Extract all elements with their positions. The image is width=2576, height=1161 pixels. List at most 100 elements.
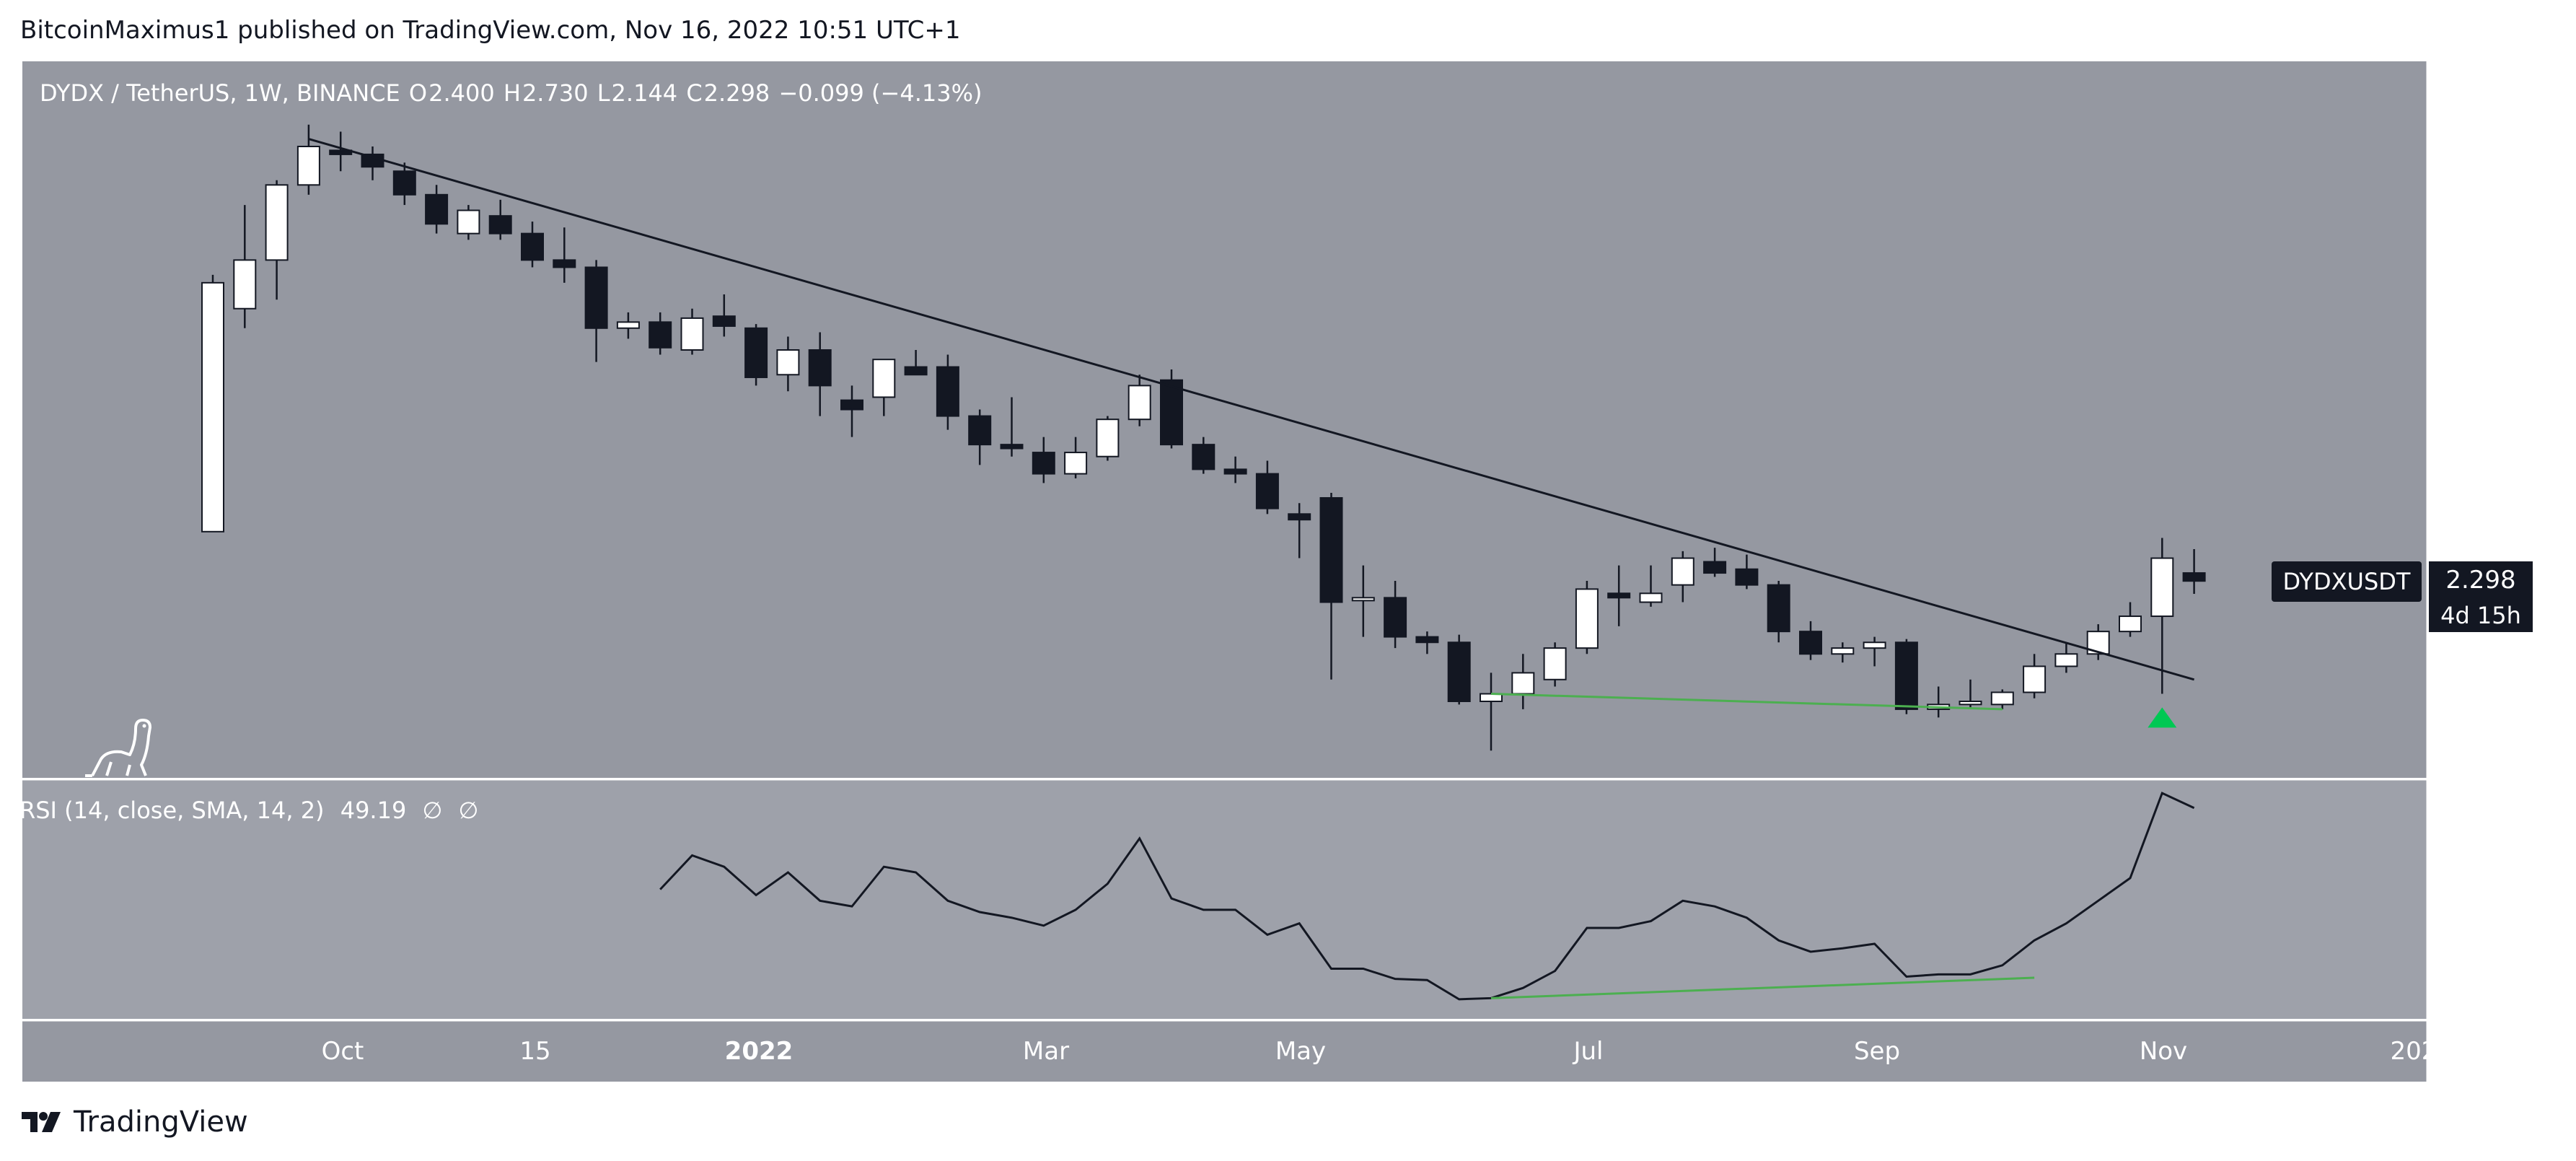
candle-bear (1735, 568, 1759, 586)
candle-bull (2150, 557, 2174, 618)
candle-bear (1703, 561, 1727, 574)
candle-bull (1511, 672, 1535, 695)
candle-bear (808, 349, 832, 387)
rsi-divergence-line (1490, 976, 2035, 999)
price-axis-unit: USDT (2449, 75, 2517, 104)
time-tick-label: Jul (1572, 1037, 1603, 1066)
candle-bear (840, 399, 863, 411)
candle-bull (2023, 665, 2047, 693)
candle-bull (233, 259, 257, 310)
candle-bull (2119, 615, 2142, 633)
time-tick-label: May (1275, 1037, 1326, 1066)
price-tick-label: 4.500 (2449, 443, 2519, 472)
candle-bull (265, 184, 289, 261)
candle-bull (1990, 691, 2014, 706)
candle-bull (680, 317, 704, 351)
tradingview-logo-icon (22, 1112, 61, 1132)
rsi-line (659, 792, 2195, 1001)
time-tick-label: 202 (2391, 1037, 2437, 1066)
legend-change: −0.099 (−4.13%) (778, 79, 983, 107)
candle-bull (1863, 641, 1886, 649)
bar-countdown: 4d 15h (2429, 599, 2533, 632)
legend-open-label: O (408, 79, 428, 107)
candle-bear (425, 193, 449, 225)
time-tick-label: 2022 (725, 1037, 794, 1066)
candle-bear (488, 215, 512, 235)
candle-bear (1607, 592, 1631, 599)
annotations-layer (308, 138, 2195, 728)
candle-bear (712, 315, 736, 327)
legend-low: 2.144 (611, 79, 678, 107)
candle-bear (904, 366, 928, 376)
candle-bear (1384, 597, 1407, 638)
candle-bull (1831, 647, 1855, 655)
price-axis[interactable]: 24.000 16.500 10.500 6.500 4.500 3.000 1.200 (2449, 133, 2535, 717)
candle-bear (649, 321, 672, 349)
rsi-na-2: ∅ (458, 797, 479, 824)
candle-bear (2182, 572, 2206, 582)
candle-bear (1447, 641, 1471, 703)
candle-bear (1192, 444, 1216, 470)
candle-bear (1415, 636, 1439, 644)
candle-bull (872, 359, 896, 398)
candle-bear (521, 232, 544, 261)
last-price-symbol: DYDXUSDT (2272, 561, 2422, 602)
price-divergence-line (1490, 693, 2003, 711)
candle-bear (553, 259, 576, 268)
rsi-tick-label: 50.00 (2449, 785, 2519, 814)
breakout-arrow-icon (2148, 707, 2177, 728)
price-pane-bg (22, 61, 2427, 778)
rsi-label[interactable]: RSI (14, close, SMA, 14, 2) (19, 797, 325, 824)
price-tick-label: 6.500 (2449, 374, 2519, 403)
candle-bull (1959, 701, 1982, 706)
candle-bear (968, 415, 992, 446)
candle-bull (776, 349, 800, 376)
time-tick-label: Mar (1023, 1037, 1069, 1066)
candle-bear (1160, 379, 1183, 446)
candle-bear (329, 149, 353, 155)
candle-bull (201, 281, 224, 533)
candle-bull (1096, 419, 1120, 457)
rsi-axis[interactable]: 50.00 40.00 (2449, 785, 2519, 927)
candle-bull (616, 321, 640, 329)
candle-bear (1799, 631, 1822, 655)
publisher-line: BitcoinMaximus1 published on TradingView… (20, 16, 961, 45)
symbol-legend: DYDX / TetherUS, 1W, BINANCE O2.400 H2.7… (40, 79, 983, 107)
candle-bear (584, 266, 608, 329)
candle-bull (1543, 647, 1567, 680)
candle-bear (1032, 452, 1055, 475)
rsi-tick-label: 40.00 (2449, 898, 2519, 927)
tradingview-footer[interactable]: TradingView (22, 1105, 248, 1139)
chart-border (21, 60, 2428, 1083)
candle-bull (1064, 452, 1088, 475)
time-tick-label: Oct (322, 1037, 364, 1066)
price-tick-label: 1.200 (2449, 688, 2519, 717)
time-axis[interactable]: Oct 15 2022 Mar May Jul Sep Nov 202 (322, 1037, 2437, 1066)
time-tick-label: 15 (519, 1037, 550, 1066)
descending-trendline (308, 138, 2195, 681)
legend-low-label: L (597, 79, 610, 107)
candle-bull (1639, 592, 1663, 603)
legend-symbol[interactable]: DYDX / TetherUS, 1W, BINANCE (40, 79, 400, 107)
rsi-legend: RSI (14, close, SMA, 14, 2) 49.19 ∅ ∅ (19, 797, 478, 824)
dino-icon (85, 719, 151, 777)
last-price-value: 2.298 (2429, 561, 2533, 599)
candle-bear (936, 366, 959, 417)
candle-bull (296, 146, 320, 186)
tradingview-brand: TradingView (74, 1105, 248, 1139)
candle-bear (1319, 496, 1343, 603)
candle-bear (1255, 473, 1279, 509)
price-tick-label: 16.500 (2449, 202, 2535, 231)
rsi-layer (659, 792, 2195, 1001)
candle-bear (1767, 584, 1790, 633)
price-tick-label: 3.000 (2449, 518, 2519, 547)
legend-close: 2.298 (703, 79, 770, 107)
candle-bull (1575, 588, 1599, 649)
price-tick-label: 10.500 (2449, 286, 2535, 315)
candle-bear (392, 170, 416, 196)
candle-bull (1127, 385, 1151, 421)
price-tick-label: 24.000 (2449, 133, 2535, 162)
legend-open: 2.400 (428, 79, 495, 107)
rsi-value: 49.19 (340, 797, 407, 824)
